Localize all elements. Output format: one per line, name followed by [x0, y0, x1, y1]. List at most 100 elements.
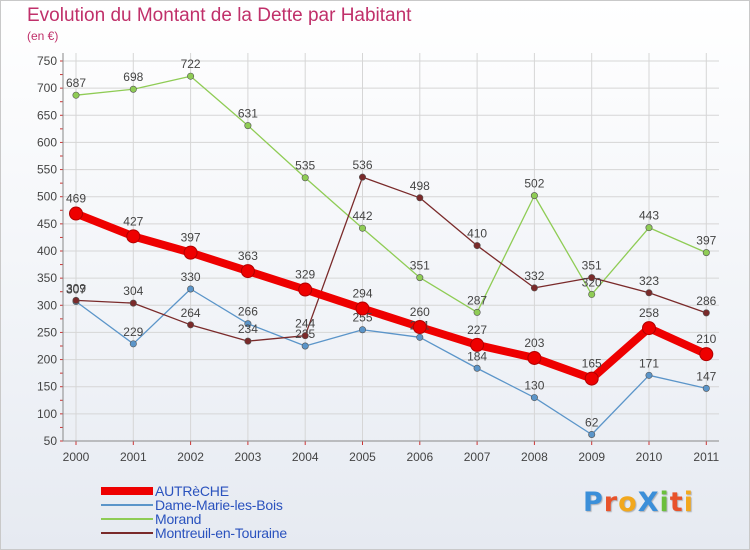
y-tick-label-400: 400: [37, 244, 57, 258]
point-morand-2000: [72, 91, 80, 99]
data-label-autr-che-2010: 258: [639, 306, 659, 320]
point-morand-2003: [244, 122, 252, 130]
x-tick-label-2006: 2006: [406, 450, 433, 464]
proxiti-logo: ProXiti: [583, 487, 694, 518]
point-autr-che-2006: [412, 320, 427, 334]
point-autr-che-2003: [240, 264, 255, 279]
data-label-montreuil-en-touraine-2001: 304: [123, 284, 143, 298]
point-montreuil-en-touraine-2007: [473, 242, 481, 250]
point-autr-che-2010: [642, 321, 656, 336]
point-autr-che-2007: [470, 337, 485, 352]
data-label-morand-2003: 631: [238, 107, 258, 121]
data-label-dame-marie-les-bois-2003: 266: [238, 305, 258, 319]
data-label-autr-che-2007: 227: [467, 323, 487, 337]
data-label-dame-marie-les-bois-2005: 255: [352, 311, 372, 325]
data-label-autr-che-2011: 210: [696, 332, 716, 346]
data-label-morand-2004: 535: [295, 159, 315, 173]
x-tick-label-2000: 2000: [63, 450, 90, 464]
x-tick-label-2001: 2001: [120, 450, 147, 464]
x-tick-label-2003: 2003: [235, 450, 262, 464]
data-label-morand-2007: 287: [467, 293, 487, 307]
data-label-morand-2002: 722: [181, 57, 201, 71]
legend-label-morand: Morand: [155, 511, 202, 527]
y-tick-label-500: 500: [37, 190, 57, 204]
data-label-montreuil-en-touraine-2006: 498: [410, 179, 430, 193]
point-morand-2007: [473, 308, 481, 316]
point-autr-che-2011: [699, 347, 714, 362]
y-tick-label-100: 100: [37, 407, 57, 421]
y-tick-label-750: 750: [37, 54, 57, 68]
data-label-morand-2005: 442: [352, 209, 372, 223]
point-morand-2001: [129, 85, 137, 93]
y-tick-label-50: 50: [44, 434, 58, 448]
y-tick-label-450: 450: [37, 217, 57, 231]
data-label-autr-che-2005: 294: [352, 287, 372, 301]
point-montreuil-en-touraine-2008: [530, 284, 538, 292]
data-label-montreuil-en-touraine-2003: 234: [238, 322, 258, 336]
data-label-dame-marie-les-bois-2002: 330: [181, 270, 201, 284]
point-morand-2010: [645, 224, 653, 232]
y-tick-label-650: 650: [37, 108, 57, 122]
x-tick-label-2004: 2004: [292, 450, 319, 464]
legend-label-montreuil: Montreuil-en-Touraine: [155, 525, 287, 541]
legend-swatch-dame-marie: [101, 504, 153, 506]
point-montreuil-en-touraine-2009: [588, 274, 596, 282]
point-dame-marie-les-bois-2010: [645, 371, 653, 379]
y-tick-label-600: 600: [37, 135, 57, 149]
data-label-autr-che-2003: 363: [238, 249, 258, 263]
series-line-montreuil-en-touraine: [75, 176, 707, 342]
point-montreuil-en-touraine-2010: [645, 289, 653, 297]
data-label-dame-marie-les-bois-2010: 171: [639, 356, 659, 370]
point-dame-marie-les-bois-2003: [244, 320, 252, 328]
data-label-dame-marie-les-bois-2007: 184: [467, 349, 487, 363]
x-tick-label-2009: 2009: [578, 450, 605, 464]
x-tick-label-2007: 2007: [464, 450, 491, 464]
point-dame-marie-les-bois-2002: [187, 285, 195, 293]
data-label-montreuil-en-touraine-2009: 351: [582, 259, 602, 273]
point-autr-che-2001: [126, 229, 141, 244]
data-label-dame-marie-les-bois-2009: 62: [585, 415, 599, 429]
point-morand-2008: [530, 192, 538, 200]
point-montreuil-en-touraine-2005: [358, 173, 366, 181]
point-dame-marie-les-bois-2009: [588, 430, 596, 438]
data-label-autr-che-2001: 427: [123, 214, 143, 228]
point-montreuil-en-touraine-2011: [702, 309, 710, 317]
data-label-morand-2001: 698: [123, 70, 143, 84]
legend-label-autreche: AUTRèCHE: [155, 483, 229, 499]
data-label-morand-2011: 397: [696, 234, 716, 248]
x-tick-label-2010: 2010: [636, 450, 663, 464]
y-tick-label-550: 550: [37, 163, 57, 177]
point-dame-marie-les-bois-2001: [129, 340, 137, 348]
data-label-montreuil-en-touraine-2004: 244: [295, 317, 315, 331]
point-autr-che-2000: [69, 206, 83, 221]
series-line-morand: [75, 75, 707, 313]
point-dame-marie-les-bois-2005: [358, 326, 366, 334]
point-montreuil-en-touraine-2006: [416, 194, 424, 202]
point-montreuil-en-touraine-2001: [129, 299, 137, 307]
y-tick-label-300: 300: [37, 298, 57, 312]
data-label-montreuil-en-touraine-2000: 309: [66, 281, 86, 295]
y-tick-label-700: 700: [37, 81, 57, 95]
legend-swatch-autreche: [101, 487, 153, 495]
data-label-dame-marie-les-bois-2001: 229: [123, 325, 143, 339]
point-morand-2011: [702, 249, 710, 257]
point-montreuil-en-touraine-2004: [301, 332, 309, 340]
point-morand-2002: [187, 72, 195, 80]
series-line-dame-marie-les-bois: [75, 288, 707, 436]
x-tick-label-2005: 2005: [349, 450, 376, 464]
point-dame-marie-les-bois-2004: [301, 342, 309, 350]
point-morand-2006: [416, 274, 424, 282]
point-montreuil-en-touraine-2002: [187, 321, 195, 329]
point-dame-marie-les-bois-2007: [473, 364, 481, 372]
y-tick-label-250: 250: [37, 325, 57, 339]
x-tick-label-2002: 2002: [177, 450, 204, 464]
point-autr-che-2008: [527, 350, 542, 365]
data-label-dame-marie-les-bois-2011: 147: [696, 369, 716, 383]
data-label-dame-marie-les-bois-2000: 307: [66, 282, 86, 296]
chart-title: Evolution du Montant de la Dette par Hab…: [27, 5, 412, 26]
point-morand-2005: [358, 224, 366, 232]
data-label-morand-2010: 443: [639, 209, 659, 223]
data-label-montreuil-en-touraine-2007: 410: [467, 227, 487, 241]
data-label-morand-2000: 687: [66, 76, 86, 90]
